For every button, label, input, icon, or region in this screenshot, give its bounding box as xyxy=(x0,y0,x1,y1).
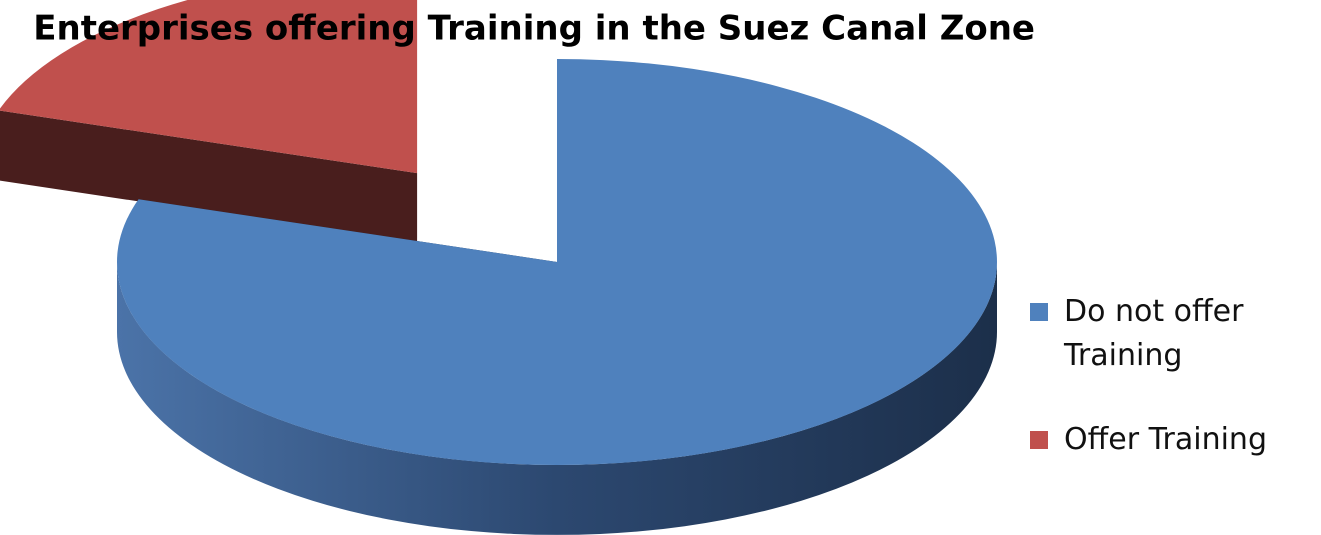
slice xyxy=(116,59,997,465)
legend-item: Do not offer Training xyxy=(1030,290,1290,378)
slice xyxy=(0,0,418,174)
chart-title: Enterprises offering Training in the Sue… xyxy=(33,9,1035,49)
legend-swatch xyxy=(1030,303,1048,321)
legend-label: Offer Training xyxy=(1064,422,1267,457)
legend-item: Offer Training xyxy=(1030,418,1290,462)
legend-swatch xyxy=(1030,431,1048,449)
slice-side xyxy=(0,110,418,244)
slice-side xyxy=(117,262,997,535)
pie xyxy=(0,0,997,535)
legend-label: Do not offer Training xyxy=(1064,294,1244,373)
